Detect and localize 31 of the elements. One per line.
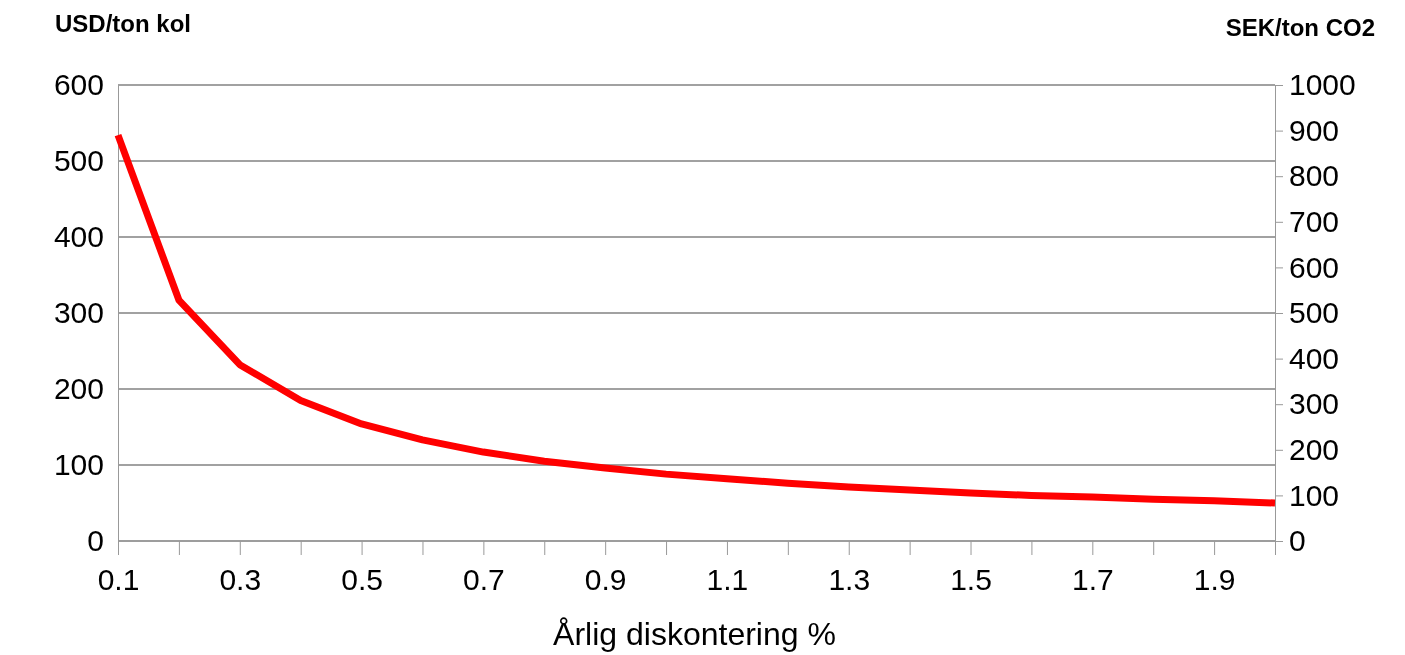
x-tick-label: 0.5 (341, 563, 383, 597)
y-tick-label: 500 (53, 144, 104, 178)
y-tick-label: 400 (53, 220, 104, 254)
x-tick-label: 1.3 (828, 563, 871, 597)
y2-tick-label: 300 (1289, 387, 1340, 421)
x-tick-label: 0.1 (97, 563, 140, 597)
x-tick-label: 0.9 (584, 563, 627, 597)
x-tick-label: 0.3 (219, 563, 262, 597)
y2-tick-label: 800 (1289, 159, 1340, 193)
x-axis-title: Årlig diskontering % (553, 616, 836, 652)
y2-tick-label: 900 (1289, 113, 1340, 147)
y-tick-label: 600 (53, 68, 104, 102)
y2-tick-label: 700 (1289, 204, 1340, 238)
x-tick-label: 1.5 (950, 563, 992, 597)
y-tick-label: 200 (53, 372, 104, 406)
y2-tick-label: 500 (1289, 296, 1340, 330)
y2-axis-title: SEK/ton CO2 (1225, 14, 1375, 41)
y-tick-label: 0 (87, 524, 104, 558)
y-tick-label: 300 (53, 296, 104, 330)
y-axis-title: USD/ton kol (55, 10, 191, 37)
y2-tick-label: 100 (1289, 478, 1340, 512)
x-tick-label: 0.7 (463, 563, 505, 597)
y2-tick-label: 400 (1289, 341, 1340, 375)
x-tick-label: 1.7 (1071, 563, 1114, 597)
y2-tick-label: 1000 (1289, 68, 1356, 102)
x-tick-label: 1.1 (706, 563, 749, 597)
y2-tick-label: 600 (1289, 250, 1340, 284)
y2-tick-label: 0 (1289, 524, 1306, 558)
y-tick-label: 100 (53, 448, 104, 482)
y2-tick-label: 200 (1289, 432, 1340, 466)
x-tick-label: 1.9 (1193, 563, 1236, 597)
